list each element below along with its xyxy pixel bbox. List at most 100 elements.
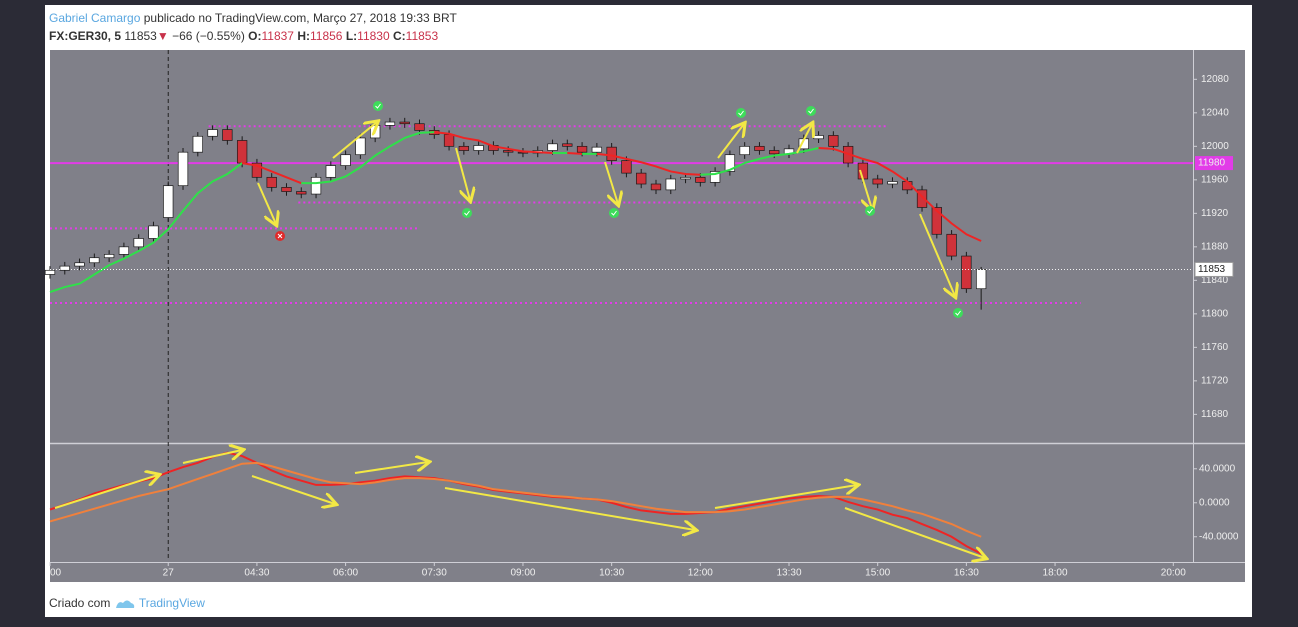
footer-created: Criado com xyxy=(49,596,111,610)
signal-down xyxy=(275,231,285,241)
signal-up xyxy=(736,108,746,118)
candle-body xyxy=(443,134,455,147)
moving-average xyxy=(596,152,701,176)
arrow xyxy=(251,475,335,504)
candle-body xyxy=(591,146,603,153)
moving-average xyxy=(818,147,982,242)
x-tick-label: 00 xyxy=(50,568,62,579)
y-tick-label: 40.0000 xyxy=(1199,463,1236,474)
ohlc-value: 11853 xyxy=(405,29,439,43)
x-tick-label: 13:30 xyxy=(776,568,801,579)
y-tick-label: 11760 xyxy=(1201,342,1229,353)
arrow xyxy=(717,124,744,159)
ohlc-label: C: xyxy=(392,29,406,43)
candle-body xyxy=(636,172,647,185)
candle-body xyxy=(975,269,987,290)
candle-body xyxy=(103,254,115,259)
candle-body xyxy=(325,165,336,178)
change: −66 (−0.55%) xyxy=(172,29,245,43)
header-line-2: FX:GER30, 5 11853▼ −66 (−0.55%) O:11837 … xyxy=(49,29,438,43)
arrow xyxy=(354,462,428,474)
y-tick-label: 11960 xyxy=(1201,174,1229,185)
signal-up xyxy=(373,101,383,111)
candle-body xyxy=(576,145,588,153)
arrow xyxy=(332,122,377,159)
header-line-1: Gabriel Camargo publicado no TradingView… xyxy=(49,11,457,25)
signal-up xyxy=(609,208,619,218)
candle-body xyxy=(384,121,396,126)
published: publicado no TradingView.com, Março 27, … xyxy=(143,11,457,25)
arrow xyxy=(844,507,985,558)
candle-body xyxy=(89,257,100,264)
x-tick-label: 16:30 xyxy=(954,568,979,579)
ohlc-value: 11830 xyxy=(357,29,390,43)
x-tick-label: 07:30 xyxy=(422,568,447,579)
x-tick-label: 04:30 xyxy=(244,568,269,579)
x-tick-label: 18:00 xyxy=(1043,568,1068,579)
x-tick-label: 12:00 xyxy=(688,568,713,579)
moving-average xyxy=(700,147,819,176)
moving-average xyxy=(301,131,435,185)
arrow xyxy=(796,124,812,154)
candle-body xyxy=(133,238,144,248)
candle-body xyxy=(355,137,366,156)
candle-body xyxy=(931,207,942,235)
symbol: FX:GER30, 5 xyxy=(49,29,122,43)
candle-body xyxy=(222,129,233,141)
x-tick-label: 15:00 xyxy=(865,568,890,579)
arrow xyxy=(604,161,618,204)
signal-up xyxy=(806,106,816,116)
candle-body xyxy=(399,121,410,125)
y-tick-label: 11840 xyxy=(1201,275,1229,286)
candle-body xyxy=(946,233,957,257)
last-price-label: 11853 xyxy=(1198,264,1226,275)
moving-average xyxy=(49,162,243,294)
candle-body xyxy=(281,187,292,192)
price: 11853 xyxy=(124,29,157,43)
candle-body xyxy=(724,154,736,172)
candle-body xyxy=(872,178,883,185)
arrow xyxy=(54,475,158,509)
candle-body xyxy=(310,176,322,195)
candle-body xyxy=(887,181,898,185)
arrow xyxy=(455,147,470,200)
y-tick-label: 12000 xyxy=(1201,141,1229,152)
candle-body xyxy=(562,143,573,147)
author[interactable]: Gabriel Camargo xyxy=(49,11,141,25)
candle-body xyxy=(236,140,248,164)
x-tick-label: 27 xyxy=(163,568,175,579)
y-tick-label: 0.0000 xyxy=(1199,497,1230,508)
candle-body xyxy=(813,135,824,140)
arrow xyxy=(859,169,872,209)
candle-body xyxy=(916,189,928,208)
candle-body xyxy=(665,178,676,191)
candle-body xyxy=(340,154,351,166)
brand-icon xyxy=(115,600,134,608)
candle-body xyxy=(828,135,839,147)
candle-body xyxy=(251,162,263,178)
candle-body xyxy=(207,129,218,137)
candle-body xyxy=(148,225,159,239)
footer-brand[interactable]: TradingView xyxy=(138,596,205,610)
moving-average xyxy=(434,131,553,155)
arrow xyxy=(182,450,242,464)
x-tick-label: 20:00 xyxy=(1161,568,1186,579)
candle-body xyxy=(473,145,484,151)
y-tick-label: 11920 xyxy=(1201,208,1229,219)
candle-body xyxy=(458,145,469,151)
candle-body xyxy=(739,145,750,156)
arrow xyxy=(919,213,955,296)
annotations xyxy=(54,122,985,558)
arrow xyxy=(714,485,857,509)
ohlc-label: O: xyxy=(248,29,262,43)
candle-body xyxy=(650,183,662,191)
ohlc-value: 11856 xyxy=(310,29,343,43)
y-tick-label: 11880 xyxy=(1201,241,1229,252)
marks: 12080 12040 12000 11960 11920 11880 11840 11800… xyxy=(44,50,1239,579)
candle-body xyxy=(414,123,425,131)
signals xyxy=(275,101,963,318)
candle-body xyxy=(606,146,617,161)
level-label-box xyxy=(1195,156,1233,171)
y-tick-label: -40.0000 xyxy=(1199,531,1239,542)
